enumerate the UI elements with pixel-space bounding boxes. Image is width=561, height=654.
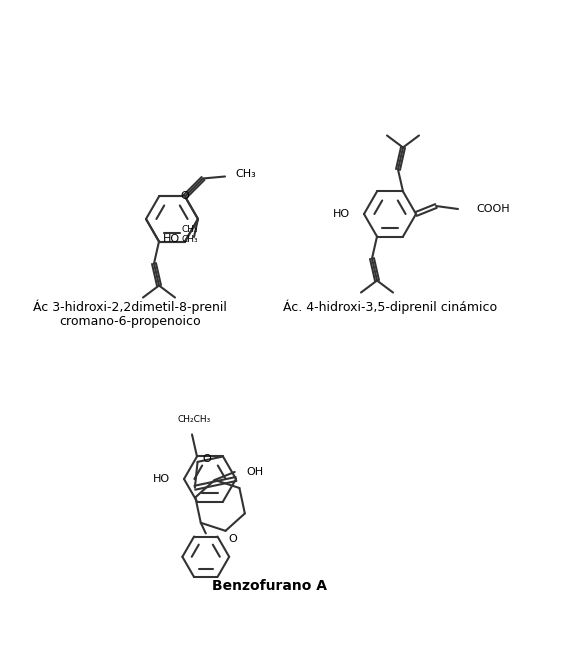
Text: HO: HO xyxy=(333,209,350,219)
Text: CH₃: CH₃ xyxy=(182,235,198,243)
Text: OH: OH xyxy=(247,467,264,477)
Text: Ác 3-hidroxi-2,2dimetil-8-prenil
cromano-6-propenoico: Ác 3-hidroxi-2,2dimetil-8-prenil cromano… xyxy=(33,299,227,328)
Text: O: O xyxy=(181,192,190,201)
Text: O: O xyxy=(228,534,237,544)
Text: Ác. 4-hidroxi-3,5-diprenil cinámico: Ác. 4-hidroxi-3,5-diprenil cinámico xyxy=(283,299,497,313)
Text: CH₃: CH₃ xyxy=(235,169,256,179)
Text: HO: HO xyxy=(163,233,180,243)
Text: HO: HO xyxy=(153,474,170,484)
Text: CH₃: CH₃ xyxy=(182,224,198,233)
Text: Benzofurano A: Benzofurano A xyxy=(213,579,328,593)
Text: CH₂CH₃: CH₂CH₃ xyxy=(177,415,210,424)
Text: COOH: COOH xyxy=(476,204,509,214)
Text: O: O xyxy=(203,454,211,464)
